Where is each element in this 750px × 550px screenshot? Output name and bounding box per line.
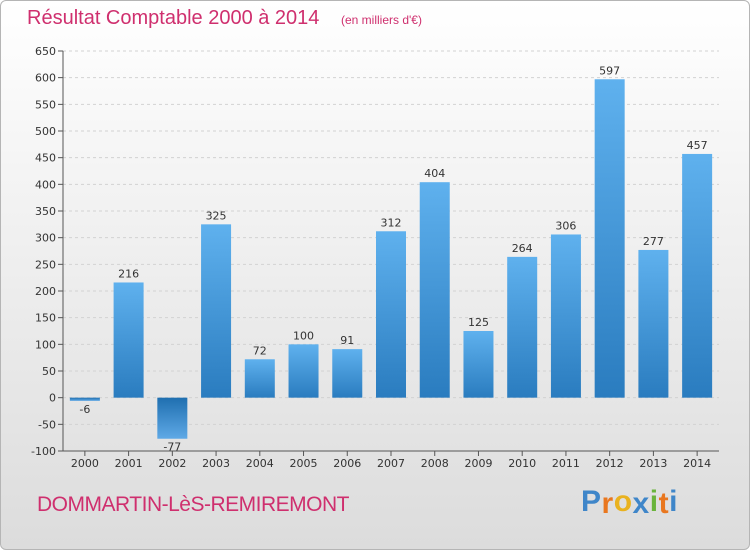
value-label-2012: 597 [599,64,620,77]
x-tick-label: 2014 [683,457,711,470]
y-tick-label: -100 [31,445,56,458]
x-tick-label: 2004 [246,457,274,470]
value-label-2011: 306 [555,219,576,232]
y-tick-label: 100 [35,338,56,351]
value-label-2001: 216 [118,267,139,280]
chart-title: Résultat Comptable 2000 à 2014 [27,7,320,29]
bar-2014 [682,153,713,398]
value-label-2007: 312 [381,216,402,229]
y-tick-label: 400 [35,178,56,191]
bar-2008 [419,182,450,398]
value-label-2000: -6 [79,403,90,416]
y-tick-label: 250 [35,258,56,271]
chart-subtitle: (en milliers d'€) [341,13,422,27]
commune-name: DOMMARTIN-LèS-REMIREMONT [37,493,349,516]
x-tick-label: 2002 [158,457,186,470]
y-tick-label: 350 [35,205,56,218]
value-label-2008: 404 [424,167,445,180]
axes: 650600550500450400350300250200150100500-… [31,45,719,470]
proxiti-logo: Proxiti [581,485,678,520]
value-label-2014: 457 [687,139,708,152]
bar-2004 [244,359,275,398]
bar-2007 [376,231,406,398]
value-label-2006: 91 [340,334,354,347]
y-tick-label: -50 [38,418,56,431]
value-label-2003: 325 [206,209,227,222]
value-label-2009: 125 [468,316,489,329]
bar-2003 [201,224,232,398]
x-tick-label: 2011 [552,457,580,470]
x-tick-label: 2001 [115,457,143,470]
logo-letter: t [658,487,670,520]
x-tick-label: 2003 [202,457,230,470]
value-label-2004: 72 [253,344,267,357]
logo-letter: r [601,487,614,520]
bar-2000 [69,397,100,401]
x-tick-label: 2008 [421,457,449,470]
bar-2012 [594,79,625,398]
bar-2001 [113,282,144,398]
x-tick-label: 2010 [508,457,536,470]
x-tick-label: 2000 [71,457,99,470]
y-tick-label: 0 [49,392,56,405]
y-tick-label: 600 [35,72,56,85]
bar-2002 [157,397,188,439]
value-labels: -6 216 -77 325 72 100 91 312 404 125 264 306 597 277 4… [79,64,707,453]
y-tick-label: 50 [42,365,56,378]
y-tick-label: 300 [35,232,56,245]
bar-2009 [463,331,494,398]
logo-letter: i [649,485,659,518]
logo-letter: P [581,485,602,518]
logo-letter: i [669,485,678,518]
y-tick-label: 450 [35,152,56,165]
bar-2006 [332,349,363,398]
value-label-2002: -77 [163,441,181,454]
value-label-2010: 264 [512,242,533,255]
x-tick-label: 2006 [333,457,361,470]
bar-2005 [288,344,319,398]
x-tick-label: 2007 [377,457,405,470]
y-tick-label: 150 [35,312,56,325]
value-label-2013: 277 [643,235,664,248]
x-tick-label: 2009 [464,457,492,470]
y-tick-label: 500 [35,125,56,138]
value-label-2005: 100 [293,329,314,342]
bars [69,79,713,439]
logo-letter: o [613,485,633,518]
y-tick-label: 200 [35,285,56,298]
x-tick-label: 2013 [639,457,667,470]
bar-2010 [507,256,538,398]
x-tick-label: 2005 [290,457,318,470]
bar-2011 [550,234,581,398]
logo-letter: x [632,487,650,520]
x-tick-label: 2012 [596,457,624,470]
bar-2013 [638,249,669,398]
y-tick-label: 550 [35,98,56,111]
y-tick-label: 650 [35,45,56,58]
